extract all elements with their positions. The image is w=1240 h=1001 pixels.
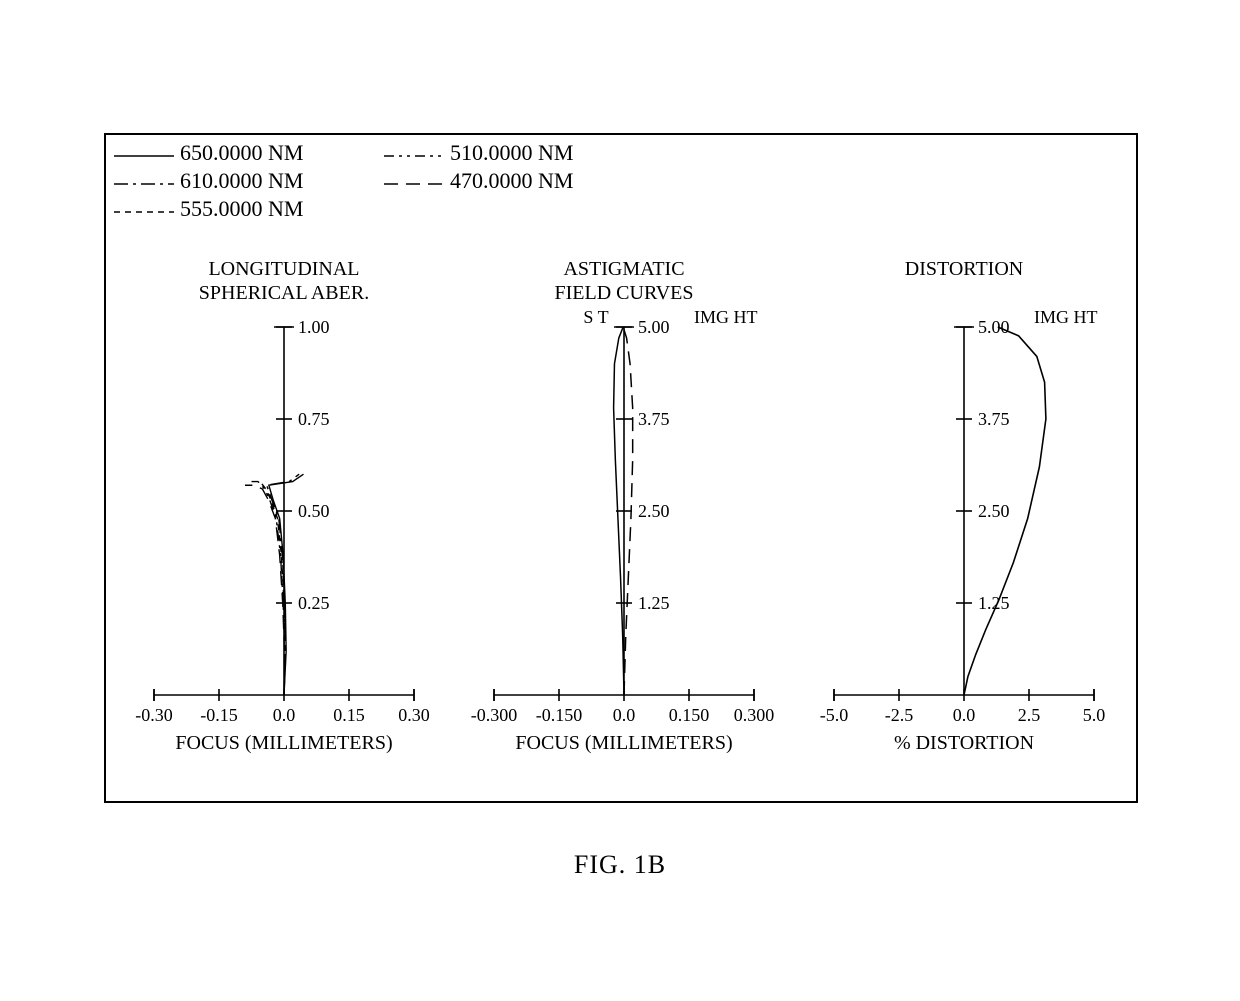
svg-text:2.50: 2.50 — [978, 501, 1010, 521]
legend-row-2: 610.0000 NM 470.0000 NM — [114, 167, 644, 195]
svg-text:IMG HT: IMG HT — [1034, 307, 1098, 327]
legend-label-1: 610.0000 NM — [180, 167, 303, 195]
legend-label-2: 555.0000 NM — [180, 195, 303, 223]
svg-text:SPHERICAL ABER.: SPHERICAL ABER. — [199, 282, 369, 304]
legend-item-1: 610.0000 NM — [114, 167, 374, 195]
legend-row-3: 555.0000 NM — [114, 195, 644, 223]
svg-text:5.00: 5.00 — [978, 317, 1010, 337]
svg-text:5.00: 5.00 — [638, 317, 670, 337]
svg-text:2.5: 2.5 — [1018, 705, 1041, 725]
svg-text:0.75: 0.75 — [298, 409, 330, 429]
legend: 650.0000 NM 510.0000 NM 610.0000 NM 470.… — [114, 139, 644, 223]
legend-label-0: 650.0000 NM — [180, 139, 303, 167]
legend-swatch-3 — [384, 144, 444, 162]
svg-text:FOCUS (MILLIMETERS): FOCUS (MILLIMETERS) — [515, 732, 732, 754]
legend-swatch-1 — [114, 172, 174, 190]
panel-astigmatic-svg: ASTIGMATICFIELD CURVES S T IMG HT 1.25 2.50 3… — [464, 255, 784, 775]
legend-label-3: 510.0000 NM — [450, 139, 573, 167]
svg-text:% DISTORTION: % DISTORTION — [894, 732, 1034, 754]
svg-text:FIELD CURVES: FIELD CURVES — [555, 282, 694, 304]
svg-text:3.75: 3.75 — [978, 409, 1010, 429]
svg-text:0.30: 0.30 — [398, 705, 430, 725]
svg-text:IMG HT: IMG HT — [694, 307, 758, 327]
svg-text:2.50: 2.50 — [638, 501, 670, 521]
legend-item-0: 650.0000 NM — [114, 139, 374, 167]
svg-text:-0.300: -0.300 — [471, 705, 518, 725]
svg-text:ASTIGMATIC: ASTIGMATIC — [563, 258, 684, 280]
svg-text:1.00: 1.00 — [298, 317, 330, 337]
legend-label-4: 470.0000 NM — [450, 167, 573, 195]
svg-text:DISTORTION: DISTORTION — [905, 258, 1023, 280]
svg-text:-2.5: -2.5 — [885, 705, 914, 725]
svg-text:0.15: 0.15 — [333, 705, 365, 725]
svg-text:-0.150: -0.150 — [536, 705, 583, 725]
svg-text:1.25: 1.25 — [638, 593, 670, 613]
legend-item-4: 470.0000 NM — [384, 167, 644, 195]
svg-text:S T: S T — [583, 307, 608, 327]
svg-text:3.75: 3.75 — [638, 409, 670, 429]
legend-swatch-0 — [114, 144, 174, 162]
svg-text:LONGITUDINAL: LONGITUDINAL — [208, 258, 359, 280]
page: 650.0000 NM 510.0000 NM 610.0000 NM 470.… — [0, 0, 1240, 1001]
svg-text:0.50: 0.50 — [298, 501, 330, 521]
svg-text:5.0: 5.0 — [1083, 705, 1106, 725]
legend-item-2: 555.0000 NM — [114, 195, 374, 223]
legend-swatch-2 — [114, 200, 174, 218]
panel-spherical: LONGITUDINALSPHERICAL ABER. 0.25 0.50 0.75 1… — [124, 255, 444, 775]
svg-text:0.0: 0.0 — [953, 705, 976, 725]
svg-text:-0.15: -0.15 — [200, 705, 238, 725]
svg-text:-0.30: -0.30 — [135, 705, 173, 725]
legend-swatch-4 — [384, 172, 444, 190]
svg-text:0.150: 0.150 — [669, 705, 710, 725]
panel-astigmatic: ASTIGMATICFIELD CURVES S T IMG HT 1.25 2.50 3… — [464, 255, 784, 775]
figure-border: 650.0000 NM 510.0000 NM 610.0000 NM 470.… — [104, 133, 1138, 803]
legend-row-1: 650.0000 NM 510.0000 NM — [114, 139, 644, 167]
legend-item-3: 510.0000 NM — [384, 139, 644, 167]
svg-text:0.0: 0.0 — [613, 705, 636, 725]
svg-text:0.300: 0.300 — [734, 705, 775, 725]
svg-text:-5.0: -5.0 — [820, 705, 849, 725]
svg-text:FOCUS (MILLIMETERS): FOCUS (MILLIMETERS) — [175, 732, 392, 754]
svg-text:0.25: 0.25 — [298, 593, 330, 613]
panel-distortion: DISTORTIONIMG HT1.252.503.755.00-5.0-2.5… — [804, 255, 1124, 775]
panel-spherical-svg: LONGITUDINALSPHERICAL ABER. 0.25 0.50 0.75 1… — [124, 255, 444, 775]
figure-caption: FIG. 1B — [0, 850, 1240, 880]
panel-distortion-svg: DISTORTIONIMG HT1.252.503.755.00-5.0-2.5… — [804, 255, 1124, 775]
svg-text:0.0: 0.0 — [273, 705, 296, 725]
